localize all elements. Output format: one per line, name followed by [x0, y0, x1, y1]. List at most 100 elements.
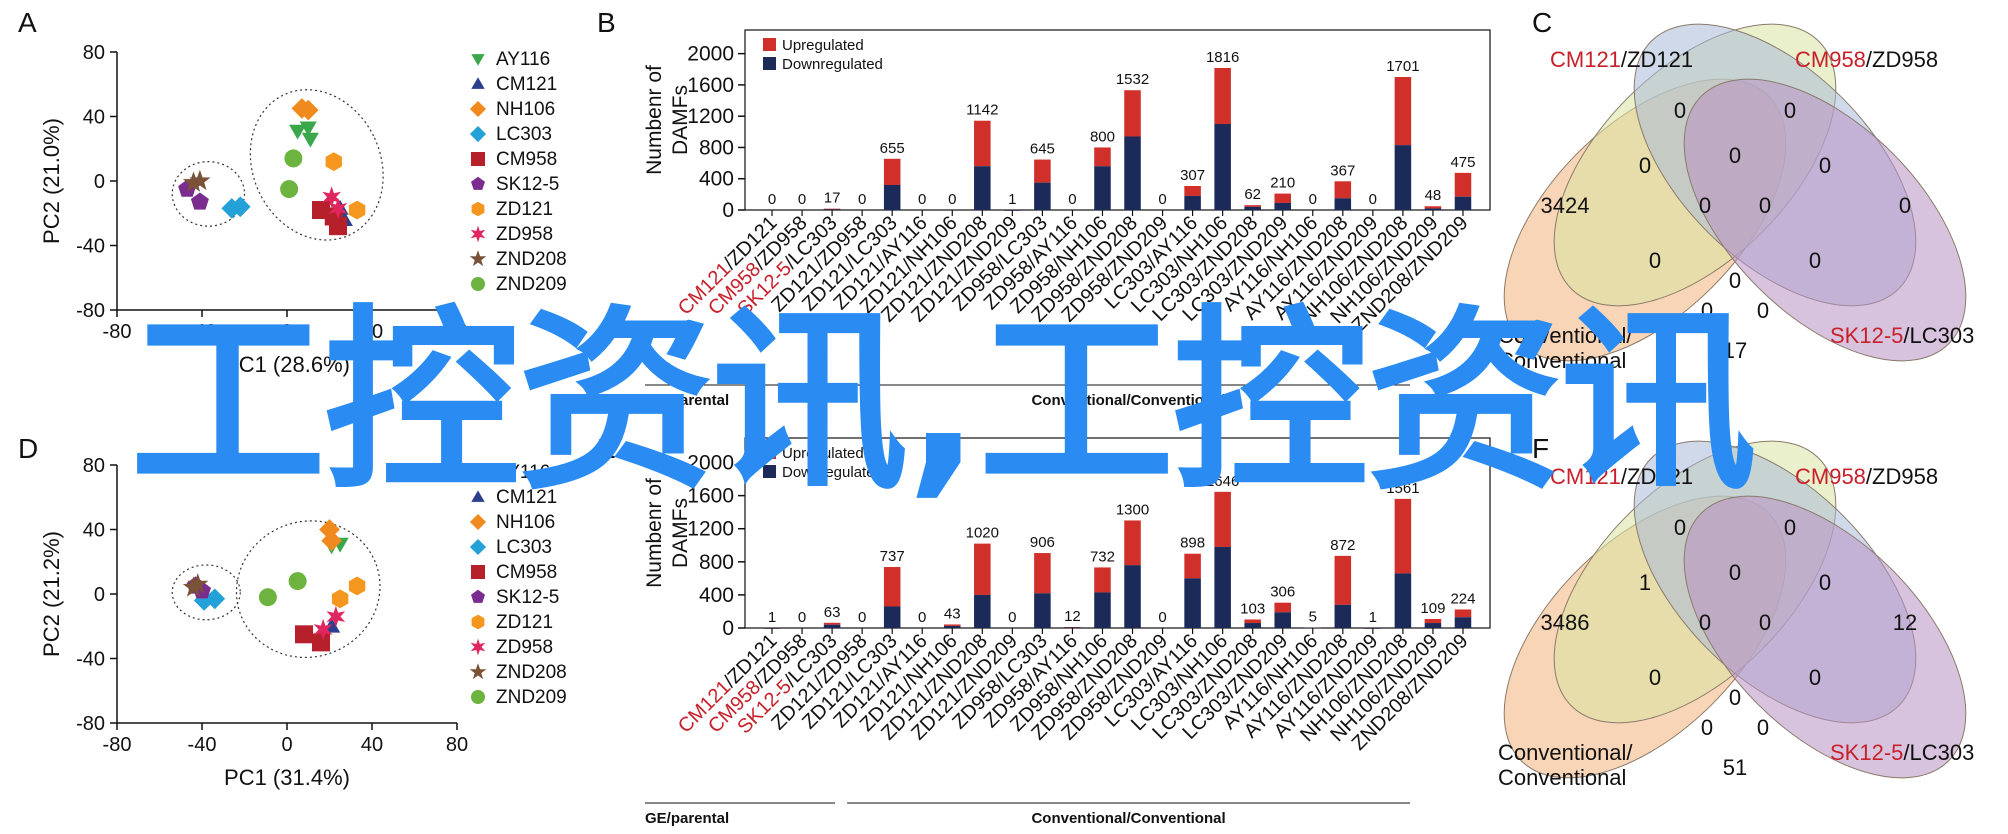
legend-label-zd121: ZD121: [496, 199, 553, 220]
y-tick-label: 0: [722, 199, 734, 222]
bar-value-label: 367: [1330, 162, 1355, 179]
panel-letter-c: C: [1532, 7, 1552, 38]
bar-upregulated: [1184, 185, 1201, 196]
legend-marker-cm121: [471, 77, 485, 89]
bar-upregulated: [823, 622, 841, 625]
venn-label-set-3-line1: Conventional/: [1498, 323, 1633, 348]
panel-letter-e: E: [597, 433, 616, 464]
bar-value-label: 210: [1270, 175, 1295, 192]
bar-value-label: 0: [798, 609, 806, 626]
data-point-zd121: [325, 152, 342, 172]
plot-frame: [744, 29, 1491, 211]
bar-value-label: 475: [1450, 154, 1475, 171]
bar-downregulated: [1214, 124, 1231, 210]
bar-downregulated: [944, 625, 961, 628]
legend-marker-znd208: [469, 250, 487, 267]
bar-value-label: 5: [1309, 609, 1317, 626]
bar-chart-b: 0 400 800 1200 1600 2000 Numbenr of DAMFs Upregu…: [643, 29, 1491, 409]
bar-upregulated: [1424, 618, 1442, 624]
legend-label-upregulated: Upregulated: [782, 37, 864, 54]
group-label-conventional: Conventional/Conventional: [1031, 810, 1225, 827]
bar-downregulated: [1244, 623, 1261, 628]
y-tick-label: 800: [699, 551, 734, 574]
legend-label-cm121: CM121: [496, 487, 557, 508]
y-tick-label: 0: [94, 584, 105, 606]
venn-count-bd: 0: [1759, 610, 1771, 635]
venn-count-abcd: 0: [1729, 685, 1741, 710]
bar-upregulated: [1424, 206, 1442, 209]
data-point-sk12-5: [190, 192, 209, 210]
bar-upregulated: [1214, 68, 1231, 124]
bar-upregulated: [1274, 602, 1291, 613]
legend-marker-ay116: [471, 467, 485, 479]
legend-marker-znd209: [471, 277, 485, 291]
legend-label-zd958: ZD958: [496, 637, 553, 658]
bar-downregulated: [1424, 623, 1442, 628]
venn-count-only_b: 0: [1674, 515, 1686, 540]
legend-swatch-downregulated: [763, 465, 776, 478]
y-tick-label: 400: [699, 168, 734, 191]
venn-count-abc: 0: [1649, 665, 1661, 690]
data-point-nh106: [321, 530, 342, 552]
venn-title-set-1: CM121/ZD121: [1550, 47, 1693, 72]
pca-plot-d: -80 -40 0 40 80 80 40 0 -40 -80 PC1 (31.4%) PC2 (21…: [39, 455, 567, 790]
bar-downregulated: [1424, 208, 1442, 210]
bar-value-label: 1300: [1116, 501, 1149, 518]
data-point-cm958: [329, 217, 347, 236]
data-point-zd121: [348, 200, 366, 220]
bar-value-label: 0: [858, 609, 866, 626]
legend-label-lc303: LC303: [496, 124, 552, 145]
data-point-nh106: [319, 519, 340, 540]
bar-value-label: 645: [1030, 141, 1055, 158]
y-tick-label: -80: [76, 713, 105, 735]
bar-downregulated: [1124, 136, 1141, 210]
bar-upregulated: [823, 208, 841, 210]
venn-count-only_c: 0: [1784, 515, 1796, 540]
bar-downregulated: [1214, 546, 1231, 628]
data-point-zd958: [313, 618, 333, 641]
data-point-zd958: [326, 605, 346, 628]
venn-count-only_a: 3424: [1541, 193, 1590, 218]
y-tick-label: 40: [83, 107, 105, 129]
venn-title-set-1: CM121/ZD121: [1550, 464, 1693, 489]
bar-downregulated: [1244, 206, 1261, 210]
venn-set-4: [1683, 495, 1967, 779]
bar-value-label: 732: [1090, 548, 1115, 565]
bar-value-label: 0: [1158, 609, 1166, 626]
bar-downregulated: [1094, 592, 1111, 628]
venn-count-bc: 0: [1729, 560, 1741, 585]
venn-count-cd: 0: [1819, 153, 1831, 178]
bar-value-label: 906: [1030, 534, 1055, 551]
legend-swatch-downregulated: [763, 57, 776, 70]
venn-count-abd: 0: [1701, 715, 1713, 740]
y-tick-label: 1200: [687, 518, 734, 541]
x-tick-label: -40: [188, 321, 217, 343]
legend-label-znd209: ZND209: [496, 274, 567, 295]
x-tick-label: 0: [281, 734, 292, 756]
venn-count-ad: 17: [1723, 338, 1747, 363]
bar-value-label: 1142: [966, 102, 998, 119]
x-tick-label: -80: [103, 734, 132, 756]
bar-value-label: 109: [1420, 600, 1445, 617]
y-tick-label: 40: [83, 520, 105, 542]
venn-count-only_d: 0: [1899, 193, 1911, 218]
legend-marker-cm121: [471, 490, 485, 502]
y-tick-label: 800: [699, 136, 734, 159]
bar-upregulated: [944, 624, 961, 626]
bar-downregulated: [1124, 565, 1141, 628]
data-point-znd208: [189, 169, 211, 191]
data-point-zd958: [322, 186, 341, 208]
pca-plot-a: -80 -40 0 40 80 80 40 0 -40 -80 PC1 (28.6%) PC2 (21…: [39, 42, 567, 377]
bar-upregulated: [1184, 553, 1201, 579]
plot-frame: [744, 437, 1491, 629]
legend-label-znd208: ZND208: [496, 662, 567, 683]
legend-label-nh106: NH106: [496, 99, 555, 120]
bar-downregulated: [1454, 617, 1472, 628]
bar-downregulated: [1184, 578, 1201, 628]
bar-value-label: 0: [768, 191, 776, 208]
bar-upregulated: [1124, 520, 1141, 566]
y-tick-label: 1200: [687, 105, 734, 128]
group-label-conventional: Conventional/Conventional: [1031, 392, 1225, 409]
